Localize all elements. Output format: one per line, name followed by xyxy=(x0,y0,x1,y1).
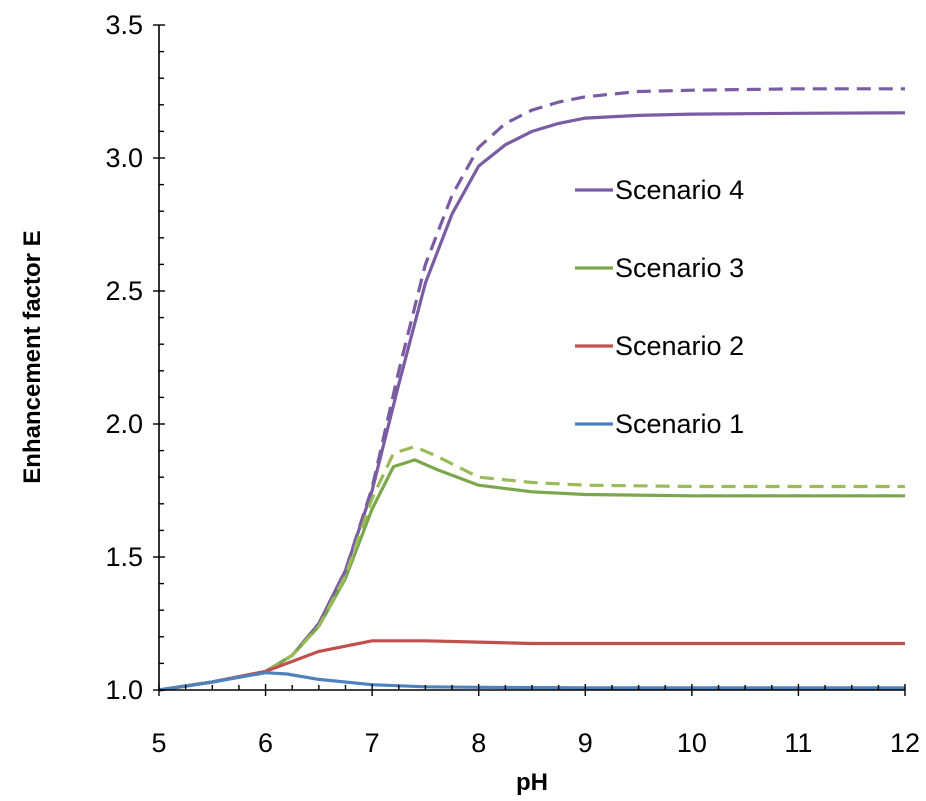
series-line-3-dashed xyxy=(158,445,905,692)
x-tick-label: 11 xyxy=(784,728,812,758)
x-tick-label: 8 xyxy=(471,728,486,758)
ticks: 5 6 7 8 9 10 11 12 1.0 1.5 2.0 2.5 3.0 3.5 xyxy=(105,10,920,758)
y-tick-label: 3.5 xyxy=(105,10,143,40)
plot-lines xyxy=(158,87,906,692)
x-tick-label: 10 xyxy=(677,728,707,758)
x-tick-label: 5 xyxy=(151,728,166,758)
y-tick-label: 3.0 xyxy=(105,143,143,173)
y-tick-label: 1.5 xyxy=(105,542,143,572)
y-tick-label: 1.0 xyxy=(105,675,143,705)
x-tick-label: 6 xyxy=(258,728,273,758)
x-tick-label: 9 xyxy=(578,728,593,758)
legend: Scenario 4 Scenario 3 Scenario 2 Scenario 1 xyxy=(575,175,744,439)
y-tick-label: 2.0 xyxy=(105,409,143,439)
axes xyxy=(158,25,905,691)
series-line-2 xyxy=(158,458,905,692)
x-tick-label: 12 xyxy=(890,728,920,758)
x-axis-title: pH xyxy=(516,769,548,796)
series-line-1-dashed xyxy=(158,87,905,692)
y-tick-label: 2.5 xyxy=(105,276,143,306)
series-line-4 xyxy=(158,639,905,692)
series-line-0 xyxy=(158,111,906,692)
legend-label: Scenario 1 xyxy=(615,409,744,439)
legend-label: Scenario 3 xyxy=(615,253,744,283)
x-tick-label: 7 xyxy=(365,728,380,758)
y-axis-title: Enhancement factor E xyxy=(19,230,46,483)
legend-label: Scenario 2 xyxy=(615,331,744,361)
legend-label: Scenario 4 xyxy=(615,175,744,205)
